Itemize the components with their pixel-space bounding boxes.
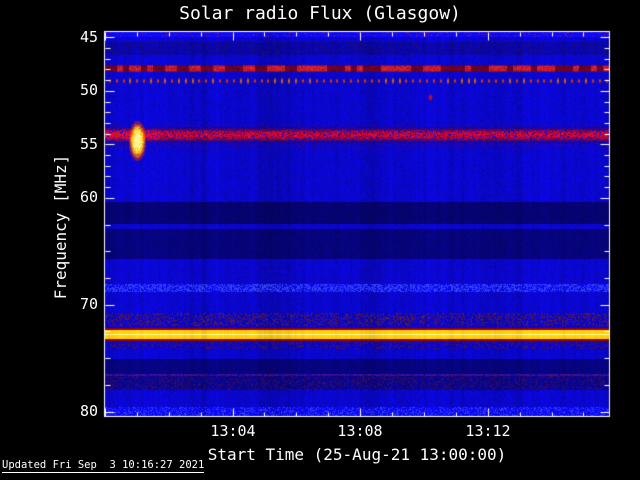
x-axis-label: Start Time (25-Aug-21 13:00:00) xyxy=(207,445,507,464)
y-tick-label-80: 80 xyxy=(79,402,98,420)
y-axis-label: Frequency [MHz] xyxy=(51,154,70,300)
x-tick-label-1312: 13:12 xyxy=(465,422,511,440)
plot-title: Solar radio Flux (Glasgow) xyxy=(179,3,461,24)
y-tick-label-45: 45 xyxy=(79,28,98,46)
y-tick-label-50: 50 xyxy=(79,81,98,99)
x-tick-label-1308: 13:08 xyxy=(337,422,383,440)
y-tick-label-70: 70 xyxy=(79,295,98,313)
updated-timestamp: Updated Fri Sep 3 10:16:27 2021 xyxy=(2,459,205,473)
y-tick-label-60: 60 xyxy=(79,188,98,206)
y-tick-label-55: 55 xyxy=(79,135,98,153)
x-tick-label-1304: 13:04 xyxy=(210,422,256,440)
